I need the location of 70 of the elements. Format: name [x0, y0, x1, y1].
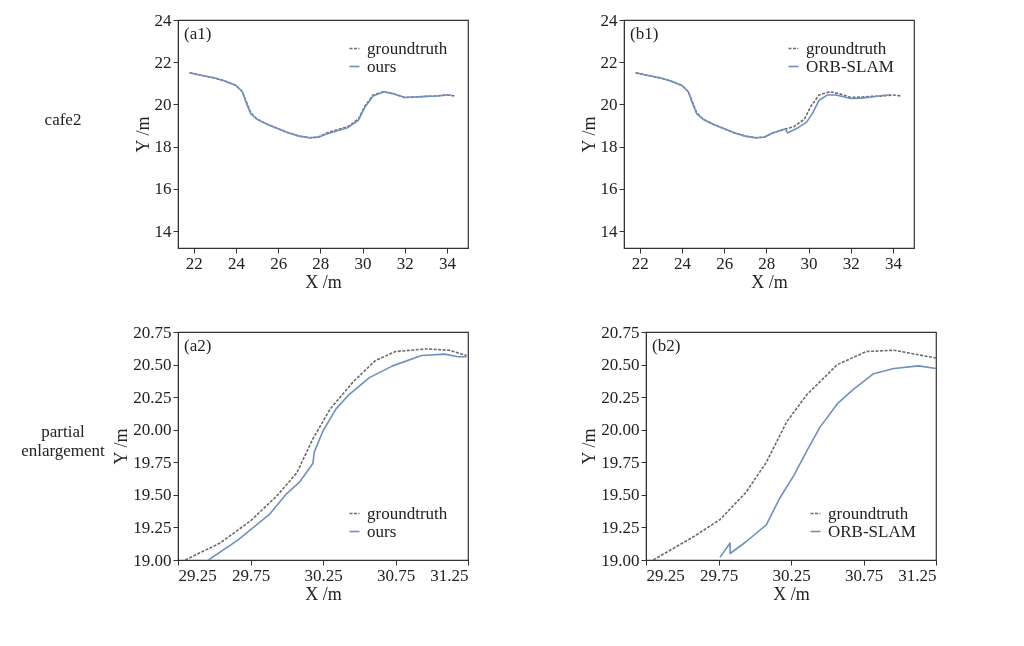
x-tick-label: 24 — [228, 253, 246, 273]
y-tick-label: 18 — [154, 137, 172, 157]
x-tick-label: 34 — [438, 253, 457, 273]
x-tick-label: 30.25 — [304, 565, 343, 585]
y-tick-label: 20.00 — [133, 420, 172, 440]
y-tick-label: 19.75 — [601, 452, 640, 472]
legend-label: groundtruth — [367, 503, 448, 523]
chart-title: (a1) — [184, 24, 212, 43]
chart-title: (b1) — [630, 24, 659, 43]
chart-title: (a2) — [184, 336, 212, 355]
y-tick-label: 19.75 — [133, 452, 172, 472]
x-tick-label: 24 — [674, 253, 692, 273]
x-axis-title: X /m — [305, 271, 342, 292]
x-tick-label: 34 — [884, 253, 903, 273]
legend-label: groundtruth — [828, 503, 909, 523]
y-tick-label: 24 — [154, 10, 172, 30]
y-tick-label: 22 — [154, 52, 172, 72]
y-tick-label: 20.75 — [133, 322, 172, 342]
y-tick-label: 24 — [600, 10, 618, 30]
x-tick-label: 29.25 — [178, 565, 217, 585]
y-tick-label: 20.50 — [133, 355, 172, 375]
x-tick-label: 31.25 — [898, 565, 937, 585]
y-axis-title: Y /m — [578, 116, 599, 153]
y-tick-label: 19.00 — [601, 550, 640, 570]
y-tick-label: 19.25 — [133, 517, 172, 537]
y-tick-label: 19.50 — [601, 485, 640, 505]
x-tick-label: 26 — [270, 253, 288, 273]
y-tick-label: 20.00 — [601, 420, 640, 440]
x-tick-label: 32 — [396, 253, 414, 273]
y-tick-label: 18 — [600, 137, 618, 157]
y-tick-label: 20.75 — [601, 322, 640, 342]
x-tick-label: 30.75 — [376, 565, 416, 585]
x-axis-title: X /m — [751, 271, 788, 292]
x-tick-label: 29.25 — [646, 565, 685, 585]
chart-title: (b2) — [652, 336, 681, 355]
x-tick-label: 29.75 — [699, 565, 739, 585]
x-tick-label: 30 — [354, 253, 372, 273]
line-series — [719, 365, 936, 559]
y-tick-label: 16 — [600, 179, 618, 199]
y-tick-label: 16 — [154, 179, 172, 199]
x-tick-label: 28 — [758, 253, 776, 273]
legend-label: groundtruth — [367, 38, 448, 58]
x-tick-label: 31.25 — [430, 565, 469, 585]
y-tick-label: 20.50 — [601, 355, 640, 375]
x-tick-label: 30 — [800, 253, 818, 273]
x-tick-label: 30.25 — [772, 565, 811, 585]
y-tick-label: 20 — [600, 94, 618, 114]
y-tick-label: 22 — [600, 52, 618, 72]
y-tick-label: 19.25 — [601, 517, 640, 537]
x-tick-label: 29.75 — [231, 565, 271, 585]
y-axis-title: Y /m — [132, 116, 153, 153]
y-tick-label: 20.25 — [601, 387, 640, 407]
x-tick-label: 26 — [716, 253, 734, 273]
x-axis-title: X /m — [773, 583, 810, 604]
y-tick-label: 19.50 — [133, 485, 172, 505]
x-tick-label: 32 — [842, 253, 860, 273]
y-tick-label: 19.00 — [133, 550, 172, 570]
x-tick-label: 28 — [312, 253, 330, 273]
y-axis-title: Y /m — [579, 428, 600, 465]
y-tick-label: 14 — [600, 221, 618, 241]
text: cafe2 — [44, 110, 82, 129]
x-tick-label: 30.75 — [844, 565, 884, 585]
y-tick-label: 20 — [154, 94, 172, 114]
x-tick-label: 22 — [185, 253, 203, 273]
legend-label: groundtruth — [806, 38, 887, 58]
y-tick-label: 14 — [154, 221, 172, 241]
x-axis-title: X /m — [305, 583, 342, 604]
y-axis-title: Y /m — [111, 428, 132, 465]
y-tick-label: 20.25 — [133, 387, 172, 407]
text: partial enlargement — [21, 422, 106, 460]
